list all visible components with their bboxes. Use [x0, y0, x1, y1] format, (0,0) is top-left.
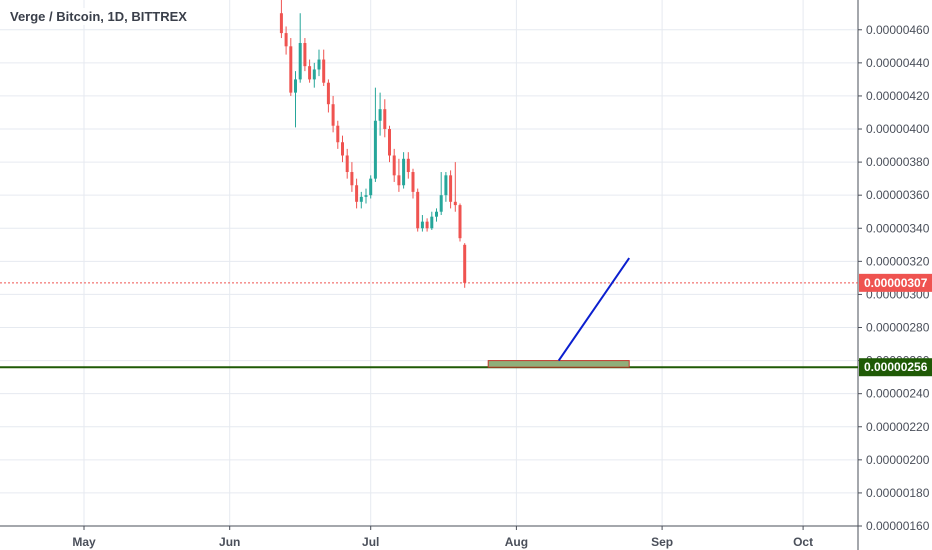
price-tick-label: 0.00000400	[866, 122, 930, 136]
price-tick-label: 0.00000200	[866, 453, 930, 467]
candle-body[interactable]	[322, 59, 326, 83]
price-tick-label: 0.00000380	[866, 155, 930, 169]
trend-line[interactable]	[557, 257, 631, 362]
price-tick-label: 0.00000320	[866, 254, 930, 268]
candle-body[interactable]	[364, 195, 368, 197]
candle-body[interactable]	[359, 196, 363, 202]
candle-body[interactable]	[378, 109, 382, 121]
price-tick-label: 0.00000360	[866, 188, 930, 202]
candle-body[interactable]	[298, 43, 302, 80]
candle-body[interactable]	[453, 201, 457, 206]
candle-body[interactable]	[350, 172, 354, 186]
time-tick-label: May	[72, 535, 96, 549]
price-tick-label: 0.00000460	[866, 23, 930, 37]
candle-body[interactable]	[397, 175, 401, 186]
price-tick-label: 0.00000240	[866, 387, 930, 401]
candle-body[interactable]	[388, 129, 391, 156]
candle-body[interactable]	[312, 69, 316, 80]
chart-title: Verge / Bitcoin, 1D, BITTREX	[8, 8, 189, 25]
time-tick-label: Sep	[651, 535, 673, 549]
price-tick-label: 0.00000160	[866, 519, 930, 533]
candle-body[interactable]	[294, 79, 297, 93]
candle-body[interactable]	[369, 178, 373, 196]
candle-body[interactable]	[336, 125, 340, 143]
candle-body[interactable]	[402, 158, 406, 186]
price-tick-label: 0.00000340	[866, 221, 930, 235]
candle-body[interactable]	[289, 46, 293, 93]
candle-body[interactable]	[439, 195, 443, 212]
candle-body[interactable]	[392, 155, 396, 176]
support-price-label: 0.00000256	[864, 360, 928, 374]
candle-body[interactable]	[444, 175, 448, 196]
candle-body[interactable]	[303, 43, 307, 67]
candle-body[interactable]	[317, 59, 321, 70]
time-tick-label: Jun	[219, 535, 240, 549]
candle-body[interactable]	[430, 216, 434, 229]
current-price-badge	[859, 273, 932, 292]
candle-body[interactable]	[463, 244, 467, 283]
candle-body[interactable]	[326, 82, 330, 105]
candle-body[interactable]	[458, 205, 462, 239]
candle-body[interactable]	[449, 175, 453, 202]
candle-body[interactable]	[341, 142, 344, 156]
current-price-label: 0.00000307	[864, 276, 928, 290]
candle-body[interactable]	[420, 221, 424, 229]
candle-body[interactable]	[308, 66, 312, 80]
candle-body[interactable]	[345, 155, 349, 173]
support-price-badge	[859, 358, 932, 377]
time-tick-label: Oct	[793, 535, 813, 549]
candle-body[interactable]	[284, 33, 288, 47]
candle-body[interactable]	[411, 172, 415, 192]
price-tick-label: 0.00000220	[866, 420, 930, 434]
candle-body[interactable]	[355, 185, 359, 202]
candle-body[interactable]	[435, 211, 438, 217]
candle-body[interactable]	[373, 120, 377, 179]
candle-body[interactable]	[331, 104, 335, 126]
time-tick-label: Aug	[505, 535, 528, 549]
price-tick-label: 0.00000420	[866, 89, 930, 103]
price-tick-label: 0.00000280	[866, 321, 930, 335]
price-tick-label: 0.00000180	[866, 486, 930, 500]
candle-body[interactable]	[406, 158, 410, 173]
price-tick-label: 0.00000440	[866, 56, 930, 70]
candle-body[interactable]	[425, 221, 429, 229]
candle-body[interactable]	[383, 109, 387, 130]
time-tick-label: Jul	[362, 535, 379, 549]
candle-body[interactable]	[416, 191, 420, 229]
candle-body[interactable]	[279, 13, 283, 34]
support-zone-box[interactable]	[487, 360, 630, 368]
